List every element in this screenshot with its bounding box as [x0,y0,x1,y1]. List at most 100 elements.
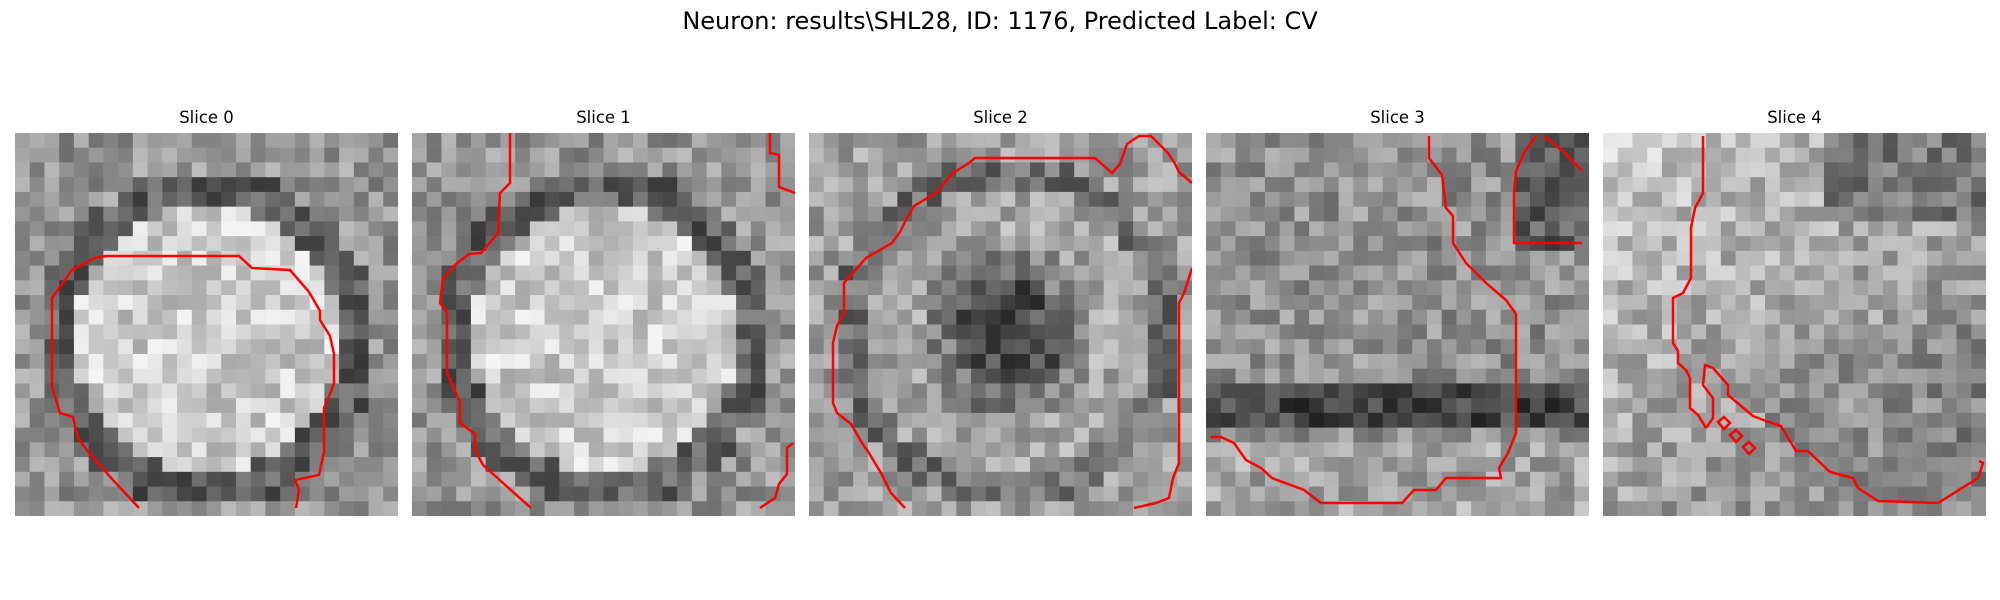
image-pixel [1882,295,1899,311]
image-pixel [574,427,590,443]
image-pixel [956,147,972,164]
image-pixel [1544,162,1561,178]
image-pixel [1956,177,1972,193]
image-pixel [1353,147,1369,164]
image-pixel [485,309,501,326]
image-pixel [294,324,311,340]
image-pixel [1264,501,1281,516]
image-pixel [985,221,1002,237]
image-pixel [1956,280,1972,296]
image-pixel [1397,236,1413,252]
image-pixel [1338,398,1354,414]
image-pixel [618,442,634,458]
image-pixel [1044,383,1061,399]
image-pixel [529,486,546,502]
image-pixel [750,383,767,399]
image-pixel [88,501,104,516]
image-pixel [1338,486,1354,502]
image-pixel [1838,295,1855,311]
image-pixel [1220,133,1237,149]
image-pixel [1220,162,1237,178]
image-pixel [265,191,281,208]
image-pixel [1927,442,1943,458]
image-pixel [588,221,605,237]
image-pixel [1147,280,1164,296]
image-pixel [515,412,531,429]
image-pixel [1338,457,1354,473]
image-pixel [1617,265,1634,281]
image-pixel [780,368,795,385]
image-pixel [206,265,222,281]
image-pixel [971,265,987,281]
image-pixel [956,324,972,340]
image-pixel [500,471,516,488]
image-pixel [44,501,60,516]
image-pixel [574,412,590,429]
image-pixel [956,236,972,252]
image-pixel [1971,383,1986,399]
image-pixel [1088,221,1105,237]
pixel-grid-2 [809,133,1192,516]
image-pixel [809,295,825,311]
image-pixel [926,147,943,164]
image-pixel [1294,191,1310,208]
image-pixel [15,324,31,340]
image-pixel [882,339,898,355]
image-pixel [1456,442,1472,458]
image-pixel [1661,353,1678,370]
image-pixel [1441,265,1458,281]
image-pixel [1676,309,1692,326]
image-pixel [456,353,472,370]
image-pixel [250,206,267,222]
image-pixel [1206,442,1222,458]
image-pixel [1823,191,1840,208]
image-pixel [235,177,252,193]
image-pixel [956,250,972,267]
image-pixel [1544,206,1561,222]
image-pixel [618,501,634,516]
image-pixel [603,471,619,488]
image-pixel [1279,339,1295,355]
image-pixel [632,147,649,164]
image-pixel [1044,280,1061,296]
image-pixel [1088,250,1105,267]
image-pixel [956,221,972,237]
image-pixel [368,486,384,502]
image-pixel [559,177,575,193]
image-pixel [1118,442,1134,458]
image-pixel [1235,339,1251,355]
image-pixel [250,412,267,429]
image-pixel [1500,280,1516,296]
image-pixel [1485,236,1502,252]
image-pixel [1794,398,1810,414]
image-pixel [1147,457,1164,473]
image-pixel [1897,457,1913,473]
image-pixel [809,236,825,252]
image-pixel [750,250,767,267]
image-pixel [1147,295,1164,311]
image-pixel [1264,191,1281,208]
image-pixel [1279,162,1295,178]
image-pixel [1750,265,1766,281]
image-pixel [1000,368,1016,385]
image-pixel [88,412,104,429]
image-pixel [632,191,649,208]
image-pixel [1162,236,1178,252]
image-pixel [1617,295,1634,311]
image-pixel [1206,427,1222,443]
image-pixel [1235,221,1251,237]
image-pixel [1882,501,1899,516]
image-pixel [1720,457,1737,473]
image-pixel [1515,457,1531,473]
image-pixel [1000,265,1016,281]
image-pixel [500,265,516,281]
image-pixel [1485,206,1502,222]
image-pixel [706,486,722,502]
image-pixel [1162,324,1178,340]
image-pixel [118,501,134,516]
image-pixel [412,368,428,385]
image-pixel [353,442,370,458]
image-pixel [383,412,398,429]
image-pixel [1074,236,1090,252]
image-pixel [324,353,340,370]
